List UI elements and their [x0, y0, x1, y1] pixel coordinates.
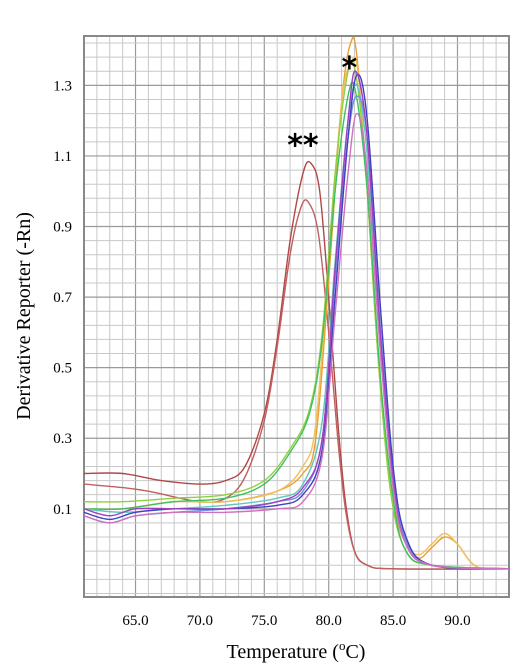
- y-tick-label: 0.5: [53, 361, 72, 377]
- y-tick-label: 0.1: [53, 502, 72, 518]
- y-tick-label: 0.9: [53, 220, 72, 236]
- y-tick-label: 1.3: [53, 78, 72, 94]
- x-tick-label: 90.0: [444, 613, 470, 629]
- peak-annotation: *: [341, 51, 357, 86]
- x-axis-label-text: Temperature (: [227, 641, 340, 663]
- y-tick-label: 0.3: [53, 431, 72, 447]
- x-tick-label: 80.0: [316, 613, 342, 629]
- x-axis-label: Temperature (oC): [227, 638, 366, 663]
- peak-annotation: **: [287, 128, 319, 163]
- x-tick-label: 70.0: [187, 613, 213, 629]
- x-axis-label-unit: C): [345, 641, 365, 663]
- y-tick-label: 0.7: [53, 290, 72, 306]
- x-tick-label: 85.0: [380, 613, 406, 629]
- y-tick-label: 1.1: [53, 149, 72, 165]
- x-tick-label: 75.0: [251, 613, 277, 629]
- x-tick-label: 65.0: [122, 613, 148, 629]
- y-axis-label: Derivative Reporter (-Rn): [13, 212, 35, 420]
